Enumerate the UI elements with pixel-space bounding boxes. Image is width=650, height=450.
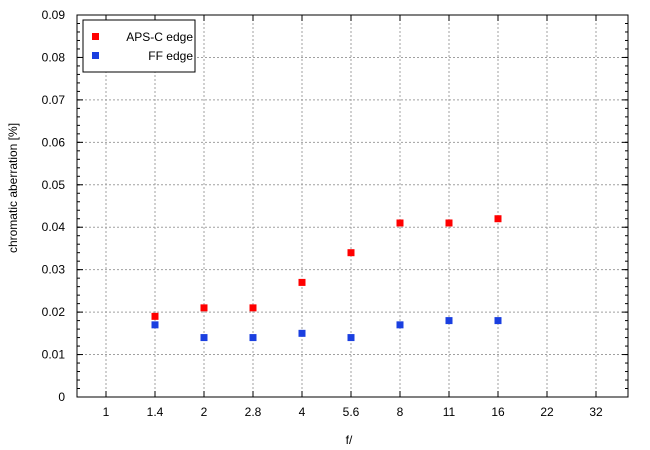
x-tick-label: 32 [589,405,603,419]
legend-box [82,19,196,73]
aps-c-point [347,249,355,257]
legend: APS-C edge FF edge [82,19,196,73]
x-tick-label: 2 [201,405,208,419]
ff-point [249,334,257,342]
x-axis-label: f/ [346,433,353,447]
x-tick-label: 4 [299,405,306,419]
ff-point [151,321,159,329]
y-tick-label: 0.07 [42,93,66,107]
ff-point [396,321,404,329]
ff-point [347,334,355,342]
aps-c-point [249,304,257,312]
ff-point [200,334,208,342]
y-tick-label: 0.05 [42,178,66,192]
x-tick-label: 22 [540,405,554,419]
y-tick-label: 0 [58,390,65,404]
y-tick-label: 0.01 [42,348,66,362]
y-tick-label: 0.06 [42,135,66,149]
aps-c-point [396,219,404,227]
ff-point [298,329,306,337]
aps-c-point [445,219,453,227]
data-points [151,215,502,342]
legend-label-ff: FF edge [148,49,193,63]
aps-c-point [151,312,159,320]
x-tick-label: 5.6 [343,405,360,419]
x-tick-label: 1.4 [147,405,164,419]
x-tick-label: 2.8 [245,405,262,419]
legend-label-aps-c: APS-C edge [126,30,193,44]
y-tick-label: 0.02 [42,305,66,319]
aps-c-point [298,278,306,286]
y-tick-label: 0.09 [42,8,66,22]
y-tick-label: 0.03 [42,263,66,277]
legend-swatch-ff [92,52,99,59]
x-tick-label: 11 [443,405,456,419]
x-tick-label: 16 [491,405,505,419]
plot-border [76,14,629,398]
x-tick-label: 8 [397,405,404,419]
y-axis-label: chromatic aberration [%] [6,123,20,253]
ff-point [494,317,502,325]
aps-c-point [200,304,208,312]
x-tick-label: 1 [103,405,110,419]
ff-point [445,317,453,325]
y-tick-label: 0.04 [42,220,66,234]
y-tick-label: 0.08 [42,50,66,64]
axes: 0 0.01 0.02 0.03 0.04 0.05 0.06 0.07 0.08 0.09 1 1.… [42,8,629,419]
legend-swatch-aps-c [92,33,99,40]
aps-c-point [494,215,502,223]
